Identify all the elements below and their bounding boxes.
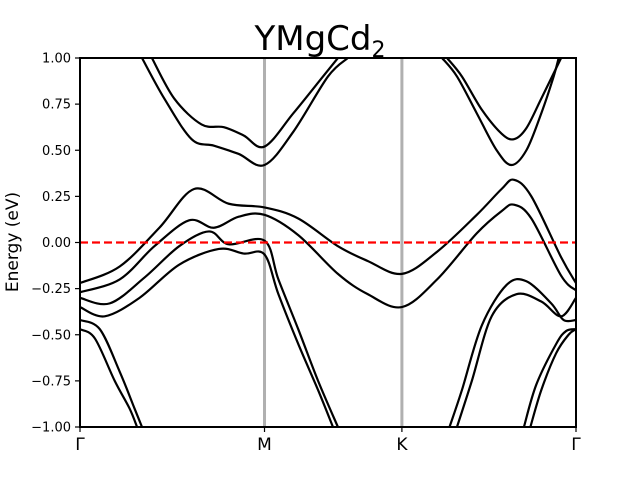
chart-title-subscript: 2 [372, 38, 386, 63]
band-line-7 [80, 230, 339, 427]
plot-area: 1.00 0.75 0.50 0.25 0.00 −0.25 −0.50 −0.75 −1.00… [31, 52, 581, 456]
bands-group [80, 58, 576, 427]
band-line-8 [80, 247, 334, 427]
band-line-5 [80, 178, 576, 285]
y-tick-label: 0.25 [42, 190, 71, 205]
y-tick-label: −1.00 [31, 421, 71, 436]
y-tick-label: 1.00 [42, 52, 71, 67]
band-line-1 [150, 58, 339, 149]
band-line-9 [80, 318, 144, 427]
band-line-14 [529, 328, 576, 427]
y-axis-label: Energy (eV) [3, 192, 23, 292]
x-tick-label-M: M [257, 435, 272, 455]
band-line-3 [446, 58, 563, 141]
x-tick-label-K: K [396, 435, 408, 455]
band-line-10 [80, 328, 139, 427]
chart-title: YMgCd2 [253, 19, 385, 63]
y-tick-label: 0.75 [42, 98, 71, 113]
y-tick-label: 0.00 [42, 236, 71, 251]
band-line-12 [455, 292, 576, 427]
band-line-2 [141, 58, 349, 167]
x-tick-label-Γ: Γ [571, 435, 581, 455]
band-line-11 [448, 278, 576, 427]
band-line-4 [441, 58, 560, 167]
y-tick-label: 0.50 [42, 144, 71, 159]
chart-title-main: YMgCd [253, 19, 371, 59]
y-tick-label: −0.75 [31, 374, 71, 389]
y-tick-label: −0.50 [31, 328, 71, 343]
band-line-6 [80, 203, 576, 309]
band-line-13 [522, 328, 576, 427]
y-tick-label: −0.25 [31, 282, 71, 297]
x-tick-label-Γ: Γ [75, 435, 85, 455]
